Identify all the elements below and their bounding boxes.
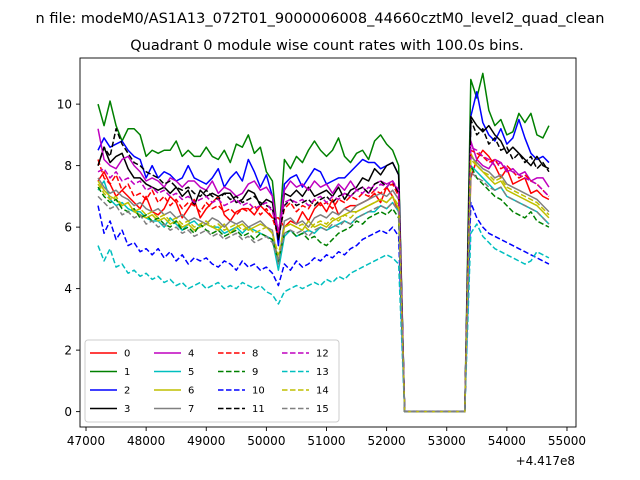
legend-label-14: 14 [316, 386, 329, 397]
legend-label-13: 13 [316, 367, 329, 378]
legend-label-0: 0 [124, 349, 130, 360]
x-tick-label: 47000 [67, 434, 105, 448]
plot-border [79, 57, 577, 428]
legend-label-3: 3 [124, 404, 130, 415]
y-tick-label: 0 [64, 405, 72, 419]
x-tick-label: 52000 [368, 434, 406, 448]
legend-label-8: 8 [252, 349, 258, 360]
legend-label-9: 9 [252, 367, 258, 378]
legend-label-4: 4 [188, 349, 194, 360]
x-tick-label: 50000 [247, 434, 285, 448]
x-tick-label: 53000 [428, 434, 466, 448]
series-line-14 [97, 158, 550, 413]
series-lines [97, 72, 550, 413]
series-line-9 [97, 164, 550, 413]
x-axis: 47000 48000 49000 50000 51000 52000 53000 54000… [67, 427, 586, 448]
y-tick-label: 4 [64, 282, 72, 296]
y-axis: 0 2 4 6 8 10 [57, 98, 80, 419]
series-line-15 [97, 171, 550, 413]
series-line-3 [97, 115, 550, 413]
series-line-8 [97, 149, 550, 413]
chart-title: Quadrant 0 module wise count rates with … [130, 38, 524, 54]
x-offset-label: +4.417e8 [516, 454, 575, 468]
series-line-13 [97, 223, 550, 413]
series-line-7 [97, 155, 550, 413]
figure-suptitle: n file: modeM0/AS1A13_072T01_9000006008_… [36, 11, 605, 27]
legend-label-15: 15 [316, 404, 329, 415]
y-tick-label: 2 [64, 344, 72, 358]
y-tick-label: 10 [57, 98, 72, 112]
legend-label-11: 11 [252, 404, 265, 415]
series-line-1 [97, 72, 550, 413]
series-line-10 [97, 201, 550, 413]
x-tick-label: 55000 [548, 434, 586, 448]
legend-label-5: 5 [188, 367, 194, 378]
axes-frame [79, 57, 577, 428]
y-tick-label: 6 [64, 221, 72, 235]
series-line-4 [97, 128, 550, 413]
legend-label-10: 10 [252, 386, 265, 397]
series-line-12 [97, 146, 550, 413]
series-line-11 [97, 118, 550, 413]
legend-label-2: 2 [124, 386, 130, 397]
x-tick-label: 54000 [488, 434, 526, 448]
x-tick-label: 51000 [307, 434, 345, 448]
legend-label-1: 1 [124, 367, 130, 378]
y-tick-label: 8 [64, 159, 72, 173]
x-tick-label: 48000 [127, 434, 165, 448]
series-line-2 [97, 91, 550, 413]
legend-label-12: 12 [316, 349, 329, 360]
legend-box [84, 339, 340, 423]
legend-label-7: 7 [188, 404, 194, 415]
legend-label-6: 6 [188, 386, 194, 397]
x-tick-label: 49000 [187, 434, 225, 448]
